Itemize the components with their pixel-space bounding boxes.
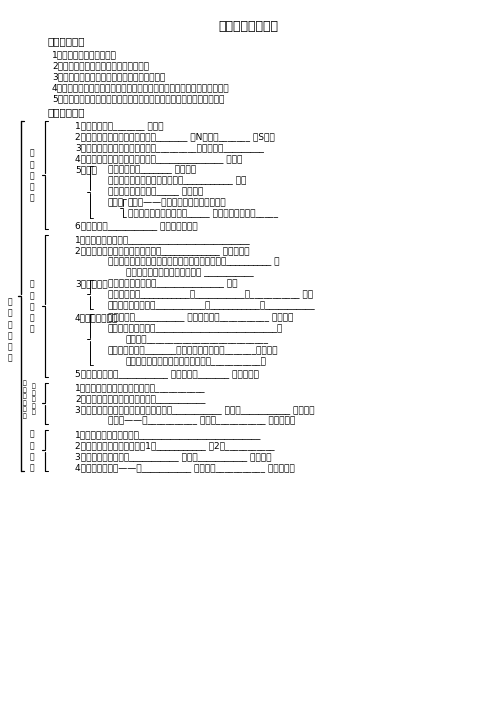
Text: 2、通电线圈在磁场中受力会发生___________: 2、通电线圈在磁场中受力会发生___________ (75, 394, 205, 403)
Text: 6、地磁场：___________ 周围存在的磁场: 6、地磁场：___________ 周围存在的磁场 (75, 221, 197, 230)
Text: 3、通电导线在磁场中受力运动的方向跟___________ 方向和___________ 方向有关: 3、通电导线在磁场中受力运动的方向跟___________ 方向和_______… (75, 405, 314, 414)
Text: 1、通电导线在磁场中受力会发生___________: 1、通电导线在磁场中受力会发生___________ (75, 383, 205, 392)
Text: 方向，则大拇指指向的那端就是 ___________: 方向，则大拇指指向的那端就是 ___________ (126, 268, 253, 277)
Text: 概念：磁体的_______ 存在磁场: 概念：磁体的_______ 存在磁场 (108, 165, 196, 174)
Text: 3、电磁铁：: 3、电磁铁： (75, 279, 108, 288)
Text: 3、磁极间的相互作用：同名磁极_________、异名磁极_________: 3、磁极间的相互作用：同名磁极_________、异名磁极_________ (75, 143, 264, 152)
Text: 简
单
磁
现
象: 简 单 磁 现 象 (30, 149, 34, 202)
Text: 2、认知通电螺线管和安培定则的应用。: 2、认知通电螺线管和安培定则的应用。 (52, 61, 149, 70)
Text: 特点：磁性的有无跟_______________ 有关: 特点：磁性的有无跟_______________ 有关 (108, 279, 238, 288)
Text: 5、磁场: 5、磁场 (75, 165, 97, 174)
Text: 4、知道通电道题在磁场中的受力作用，力的方向与电流及磁场方向有关。: 4、知道通电道题在磁场中的受力作用，力的方向与电流及磁场方向有关。 (52, 83, 230, 92)
Text: 方向：小磁针静止时_____ 极的指向: 方向：小磁针静止时_____ 极的指向 (108, 187, 203, 196)
Text: 4、应用：发电机——把___________ 能转化为___________ 能的机器。: 4、应用：发电机——把___________ 能转化为___________ 能… (75, 463, 295, 472)
Text: 5、扬声器：是把___________ 信号转换成_______ 信号的装置: 5、扬声器：是把___________ 信号转换成_______ 信号的装置 (75, 369, 259, 378)
Text: 磁感线的方向：从磁体的_____ 出来，回到磁体的_____: 磁感线的方向：从磁体的_____ 出来，回到磁体的_____ (128, 209, 278, 218)
Text: 【考纲要求】: 【考纲要求】 (48, 36, 85, 46)
Text: 安培定则：用右手握住螺线管，让弯曲的四指指向__________ 的: 安培定则：用右手握住螺线管，让弯曲的四指指向__________ 的 (108, 257, 280, 266)
Text: 作用：利用___________ 控制工作电路___________ 的开关。: 作用：利用___________ 控制工作电路___________ 的开关。 (108, 313, 293, 322)
Text: 磁感线——是虚拟的，不是客观存在的: 磁感线——是虚拟的，不是客观存在的 (128, 198, 227, 207)
Text: 3、感应电流的方向跟___________ 方向和___________ 方向有关: 3、感应电流的方向跟___________ 方向和___________ 方向有… (75, 452, 271, 461)
Text: 1、什么是电磁感应现象？___________________________: 1、什么是电磁感应现象？___________________________ (75, 430, 261, 439)
Text: 1、磁体：具有_______ 的物体: 1、磁体：具有_______ 的物体 (75, 121, 164, 130)
Text: 电磁、信息的传递: 电磁、信息的传递 (218, 20, 278, 33)
Text: 2、产生感应电流的条件：（1）___________ （2）___________: 2、产生感应电流的条件：（1）___________ （2）__________… (75, 441, 274, 450)
Text: 工作原理：通电时：___________________________，: 工作原理：通电时：___________________________， (108, 324, 283, 333)
Text: 2、通电螺线管的磁场：外部磁场与_____________ 的磁场相似: 2、通电螺线管的磁场：外部磁场与_____________ 的磁场相似 (75, 246, 249, 255)
Text: 电
流
的
磁
场: 电 流 的 磁 场 (30, 280, 34, 333)
Text: 断电时：___________________________: 断电时：___________________________ (126, 335, 269, 344)
Text: 1、知道磁体的基本性质。: 1、知道磁体的基本性质。 (52, 50, 117, 59)
Text: 实例：自动控制：如温度自动控制、___________。: 实例：自动控制：如温度自动控制、___________。 (126, 357, 267, 366)
Text: 3、知道电磁感应现象及感应电流产生的条件。: 3、知道电磁感应现象及感应电流产生的条件。 (52, 72, 165, 81)
Text: 描述：: 描述： (108, 198, 124, 207)
Text: 2、磁极：一个磁体有两个极，即_______ （N极）和_______ （S极）: 2、磁极：一个磁体有两个极，即_______ （N极）和_______ （S极） (75, 132, 275, 141)
Text: 4、磁化：使原来没有磁性的物体_______________ 的过程: 4、磁化：使原来没有磁性的物体_______________ 的过程 (75, 154, 243, 163)
Text: 性质：对放入磁场中的磁体产生___________ 作用: 性质：对放入磁场中的磁体产生___________ 作用 (108, 176, 247, 185)
Text: 1、奥斯特实验表明：___________________________: 1、奥斯特实验表明：___________________________ (75, 235, 250, 244)
Text: 4、电磁继电器：: 4、电磁继电器： (75, 313, 118, 322)
Text: 应用：电磁起重机、___________、___________、___________: 应用：电磁起重机、___________、___________、_______… (108, 301, 315, 310)
Text: 电
磁
感
应: 电 磁 感 应 (30, 430, 34, 472)
Text: 的
磁
场
对
电
流: 的 磁 场 对 电 流 (23, 380, 27, 418)
Text: 电
与
磁
的
关
系: 电 与 磁 的 关 系 (7, 298, 12, 362)
Text: 的
磁
场
作
用: 的 磁 场 作 用 (32, 384, 36, 416)
Text: 【知识结构】: 【知识结构】 (48, 107, 85, 117)
Text: 应用：通过控制_______的通断，间接地控制_______的通断。: 应用：通过控制_______的通断，间接地控制_______的通断。 (108, 346, 278, 355)
Text: 电动机——由___________ 转化为___________ 能的机器。: 电动机——由___________ 转化为___________ 能的机器。 (108, 416, 295, 425)
Text: 磁性的强弱跟___________、___________、___________ 有关: 磁性的强弱跟___________、___________、__________… (108, 290, 313, 299)
Text: 5、知道光是电磁波，电磁波的应用及其对人类生活和社会发展的影响。: 5、知道光是电磁波，电磁波的应用及其对人类生活和社会发展的影响。 (52, 94, 224, 103)
